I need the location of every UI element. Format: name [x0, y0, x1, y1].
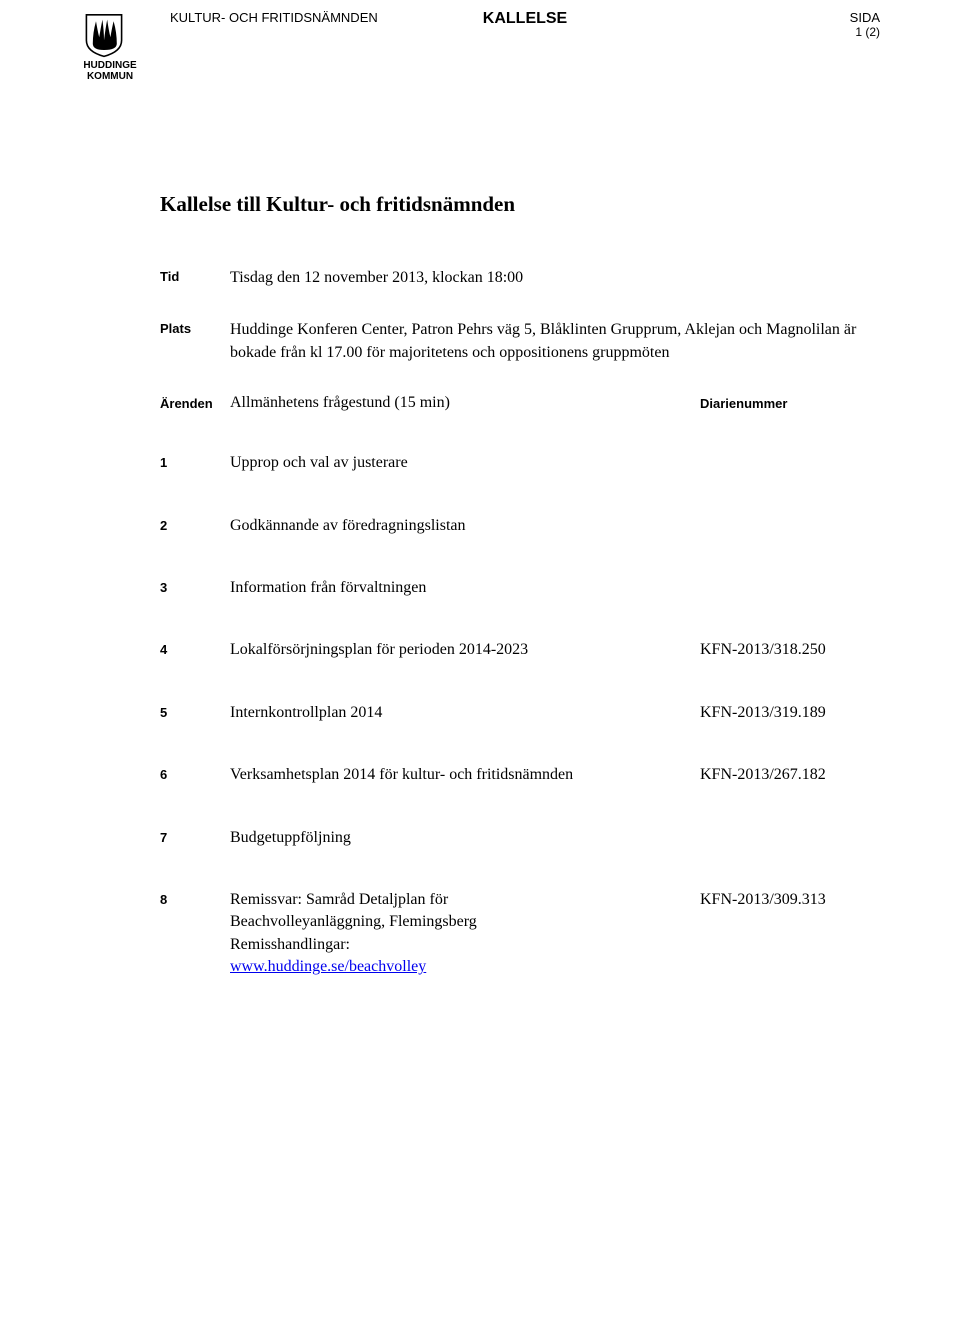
item-number: 5: [160, 702, 230, 724]
page-number: 1 (2): [567, 25, 880, 39]
item-text: Internkontrollplan 2014: [230, 702, 700, 724]
item-dnr: [700, 827, 880, 849]
item-number: 6: [160, 764, 230, 786]
item-number: 3: [160, 577, 230, 599]
diarienummer-label: Diarienummer: [700, 394, 880, 412]
item-dnr: KFN-2013/267.182: [700, 764, 880, 786]
agenda-item: 8 Remissvar: Samråd Detaljplan för Beach…: [160, 889, 880, 979]
item8-line3: Remisshandlingar:: [230, 936, 350, 953]
item-text: Information från förvaltningen: [230, 577, 700, 599]
tid-value: Tisdag den 12 november 2013, klockan 18:…: [230, 267, 880, 289]
item8-link[interactable]: www.huddinge.se/beachvolley: [230, 958, 426, 975]
agenda-item: 1 Upprop och val av justerare: [160, 452, 880, 474]
meta-arenden: Ärenden Allmänhetens frågestund (15 min)…: [160, 394, 880, 412]
item-number: 8: [160, 889, 230, 979]
item-dnr: [700, 577, 880, 599]
arenden-value: Allmänhetens frågestund (15 min): [230, 394, 700, 412]
meta-tid: Tid Tisdag den 12 november 2013, klockan…: [160, 267, 880, 289]
header-page-info: SIDA 1 (2): [567, 10, 880, 39]
meta-plats: Plats Huddinge Konferen Center, Patron P…: [160, 319, 880, 364]
item-dnr: [700, 515, 880, 537]
page-header: HUDDINGE KOMMUN KULTUR- OCH FRITIDSNÄMND…: [80, 10, 880, 82]
item-text: Lokalförsörjningsplan för perioden 2014-…: [230, 639, 700, 661]
header-doctype: KALLELSE: [483, 10, 567, 28]
header-dept: KULTUR- OCH FRITIDSNÄMNDEN: [140, 10, 483, 25]
item-text: Remissvar: Samråd Detaljplan för Beachvo…: [230, 889, 700, 979]
logo-text-line1: HUDDINGE: [80, 60, 140, 71]
item-dnr: [700, 452, 880, 474]
item-dnr: KFN-2013/309.313: [700, 889, 880, 979]
sida-label: SIDA: [567, 10, 880, 25]
item-number: 2: [160, 515, 230, 537]
item-number: 1: [160, 452, 230, 474]
tid-label: Tid: [160, 267, 230, 289]
page-title: Kallelse till Kultur- och fritidsnämnden: [160, 192, 880, 217]
plats-value: Huddinge Konferen Center, Patron Pehrs v…: [230, 319, 880, 364]
shield-flame-icon: [80, 10, 128, 58]
agenda-item: 3 Information från förvaltningen: [160, 577, 880, 599]
item-dnr: KFN-2013/318.250: [700, 639, 880, 661]
municipality-logo: HUDDINGE KOMMUN: [80, 10, 140, 82]
agenda-item: 4 Lokalförsörjningsplan för perioden 201…: [160, 639, 880, 661]
logo-text-line2: KOMMUN: [80, 71, 140, 82]
item8-line1: Remissvar: Samråd Detaljplan för: [230, 891, 448, 908]
item8-line2: Beachvolleyanläggning, Flemingsberg: [230, 913, 477, 930]
item-number: 7: [160, 827, 230, 849]
agenda-item: 5 Internkontrollplan 2014 KFN-2013/319.1…: [160, 702, 880, 724]
agenda-item: 6 Verksamhetsplan 2014 för kultur- och f…: [160, 764, 880, 786]
item-text: Verksamhetsplan 2014 för kultur- och fri…: [230, 764, 700, 786]
plats-label: Plats: [160, 319, 230, 364]
arenden-label: Ärenden: [160, 394, 230, 412]
item-text: Godkännande av föredragningslistan: [230, 515, 700, 537]
item-text: Budgetuppföljning: [230, 827, 700, 849]
agenda-item: 7 Budgetuppföljning: [160, 827, 880, 849]
page: HUDDINGE KOMMUN KULTUR- OCH FRITIDSNÄMND…: [0, 0, 960, 1333]
agenda-item: 2 Godkännande av föredragningslistan: [160, 515, 880, 537]
item-number: 4: [160, 639, 230, 661]
item-text: Upprop och val av justerare: [230, 452, 700, 474]
item-dnr: KFN-2013/319.189: [700, 702, 880, 724]
